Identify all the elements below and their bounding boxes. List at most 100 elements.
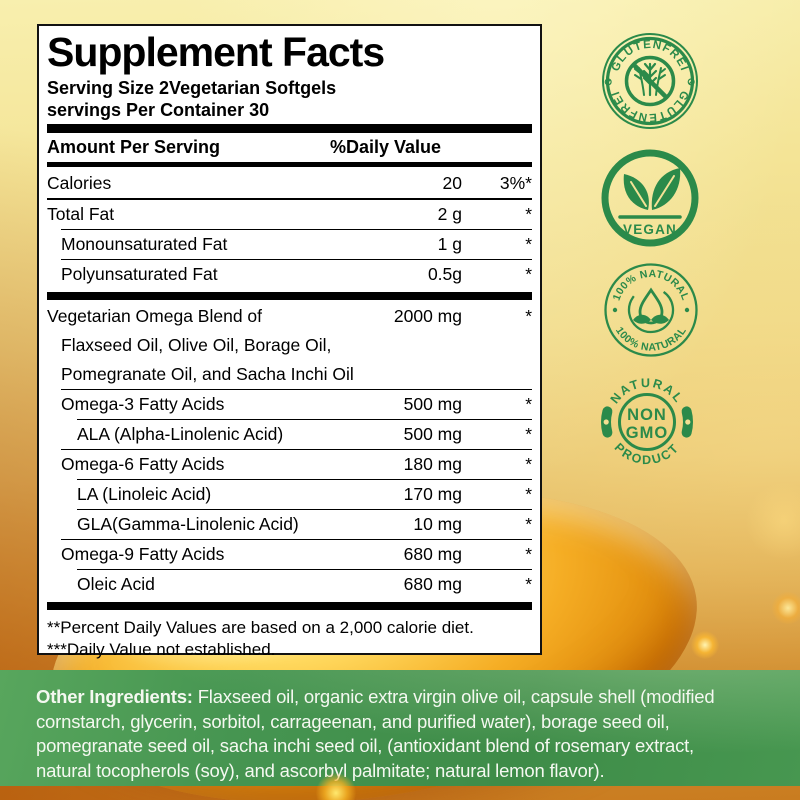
- no-symbol: ⊘: [604, 77, 612, 88]
- table-row: Vegetarian Omega Blend of 2000 mg *: [47, 302, 532, 331]
- vegan-label: VEGAN: [623, 222, 677, 237]
- leaves-icon: [623, 168, 681, 210]
- band-highlight: [0, 670, 800, 786]
- header-amount-per-serving: Amount Per Serving: [47, 137, 221, 157]
- natural-arc-bottom: 100% NATURAL: [613, 325, 688, 354]
- ingredients-heading: Other Ingredients:: [36, 686, 193, 707]
- supplement-facts-panel: Supplement Facts Serving Size 2Vegetaria…: [37, 24, 542, 659]
- thick-divider: [47, 292, 532, 300]
- svg-text:NATURAL: NATURAL: [608, 376, 687, 406]
- servings-per-container-line: servings Per Container 30: [47, 100, 270, 120]
- nutrient-dv: *: [525, 514, 532, 534]
- table-row: Pomegranate Oil, and Sacha Inchi Oil: [47, 360, 532, 389]
- nutrient-amount: 10 mg: [413, 514, 462, 534]
- blend-continuation: Flaxseed Oil, Olive Oil, Borage Oil,: [61, 335, 332, 355]
- other-ingredients-text: Other Ingredients: Flaxseed oil, organic…: [0, 670, 800, 783]
- nutrient-name: LA (Linoleic Acid): [77, 484, 212, 504]
- natural-badge: 100% NATURAL 100% NATURAL: [604, 263, 698, 357]
- nutrient-dv: *: [525, 264, 532, 284]
- nutrient-name: Calories: [47, 173, 112, 193]
- nutrient-amount: 2000 mg: [393, 306, 462, 326]
- nongmo-line1: NON: [627, 406, 667, 424]
- nutrient-dv: 3%*: [499, 173, 532, 193]
- nutrient-name: Vegetarian Omega Blend of: [47, 306, 263, 326]
- other-ingredients-band: Other Ingredients: Flaxseed oil, organic…: [0, 670, 800, 786]
- table-header: Amount Per Serving %Daily Value: [47, 135, 532, 160]
- bokeh-glow: [745, 482, 800, 560]
- non-gmo-badge: NATURAL PRODUCT NON GMO: [601, 376, 693, 467]
- table-row: LA (Linoleic Acid) 170 mg *: [47, 480, 532, 509]
- nutrient-dv: *: [525, 424, 532, 444]
- vegan-badge: VEGAN: [601, 149, 699, 247]
- row-divider: [77, 479, 532, 480]
- nongmo-arc-bottom: PRODUCT: [612, 440, 681, 467]
- table-row: Omega-9 Fatty Acids 680 mg *: [47, 540, 532, 569]
- medium-divider: [47, 162, 532, 167]
- row-divider: [61, 259, 532, 260]
- nutrient-amount: 680 mg: [403, 544, 462, 564]
- nutrient-name: Total Fat: [47, 204, 115, 224]
- table-row: ALA (Alpha-Linolenic Acid) 500 mg *: [47, 420, 532, 449]
- nutrient-dv: *: [525, 394, 532, 414]
- row-divider: [47, 198, 532, 200]
- crossed-wheat-icon: [624, 55, 676, 107]
- nutrient-amount: 680 mg: [403, 574, 462, 594]
- nutrient-amount: 170 mg: [403, 484, 462, 504]
- nutrient-name: Omega-3 Fatty Acids: [61, 394, 225, 414]
- table-row: Flaxseed Oil, Olive Oil, Borage Oil,: [47, 331, 532, 360]
- row-divider: [61, 539, 532, 540]
- row-divider: [61, 449, 532, 450]
- row-divider: [61, 389, 532, 390]
- svg-text:PRODUCT: PRODUCT: [612, 440, 683, 467]
- nutrient-dv: *: [525, 454, 532, 474]
- nongmo-arc-top: NATURAL: [608, 376, 685, 406]
- nutrient-dv: *: [525, 544, 532, 564]
- nutrient-name: Polyunsaturated Fat: [61, 264, 218, 284]
- nutrient-amount: 1 g: [437, 234, 462, 254]
- nutrient-amount: 2 g: [437, 204, 462, 224]
- nutrient-amount: 0.5g: [427, 264, 462, 284]
- nutrient-name: Omega-9 Fatty Acids: [61, 544, 225, 564]
- nutrient-dv: *: [525, 234, 532, 254]
- nongmo-line2: GMO: [626, 424, 668, 442]
- nutrient-name: GLA(Gamma-Linolenic Acid): [77, 514, 299, 534]
- row-divider: [77, 569, 532, 570]
- ingredients-line: pomegranate seed oil, sacha inchi seed o…: [36, 735, 694, 756]
- table-row: Monounsaturated Fat 1 g *: [47, 230, 532, 259]
- footnotes: **Percent Daily Values are based on a 2,…: [47, 612, 532, 661]
- table-row: Omega-3 Fatty Acids 500 mg *: [47, 390, 532, 419]
- nutrient-name: Monounsaturated Fat: [61, 234, 228, 254]
- no-symbol: ⊘: [687, 77, 695, 88]
- nutrient-amount: 20: [442, 173, 462, 193]
- nutrient-name: Oleic Acid: [77, 574, 155, 594]
- table-row: GLA(Gamma-Linolenic Acid) 10 mg *: [47, 510, 532, 539]
- serving-size-line: Serving Size 2Vegetarian Softgels: [47, 78, 337, 98]
- bokeh-glow: [772, 592, 800, 624]
- nutrient-amount: 500 mg: [403, 424, 462, 444]
- table-row: Polyunsaturated Fat 0.5g *: [47, 260, 532, 289]
- nutrient-dv: *: [525, 204, 532, 224]
- glutenfrei-badge: GLUTENFREI GLUTENFREI ⊘ ⊘: [602, 33, 698, 129]
- nutrient-name: Omega-6 Fatty Acids: [61, 454, 225, 474]
- row-divider: [77, 419, 532, 420]
- bokeh-glow: [691, 631, 719, 659]
- table-row: Omega-6 Fatty Acids 180 mg *: [47, 450, 532, 479]
- table-row: Total Fat 2 g *: [47, 200, 532, 229]
- nutrient-amount: 500 mg: [403, 394, 462, 414]
- footnote-not-established: ***Daily Value not established.: [47, 640, 276, 659]
- blend-continuation: Pomegranate Oil, and Sacha Inchi Oil: [61, 364, 354, 384]
- table-row: Calories 20 3%*: [47, 169, 532, 198]
- droplet-leaf-icon: [627, 286, 675, 334]
- nutrient-amount: 180 mg: [403, 454, 462, 474]
- ingredients-line: Other Ingredients: Flaxseed oil, organic…: [36, 686, 715, 707]
- row-divider: [77, 509, 532, 510]
- bokeh-glow: [316, 773, 356, 800]
- nutrient-name: ALA (Alpha-Linolenic Acid): [77, 424, 284, 444]
- table-row: Oleic Acid 680 mg *: [47, 570, 532, 599]
- footnote-daily-values: **Percent Daily Values are based on a 2,…: [47, 618, 474, 637]
- header-daily-value: %Daily Value: [330, 137, 442, 157]
- nutrient-dv: *: [525, 484, 532, 504]
- thick-divider: [47, 602, 532, 610]
- panel-title: Supplement Facts: [47, 29, 385, 75]
